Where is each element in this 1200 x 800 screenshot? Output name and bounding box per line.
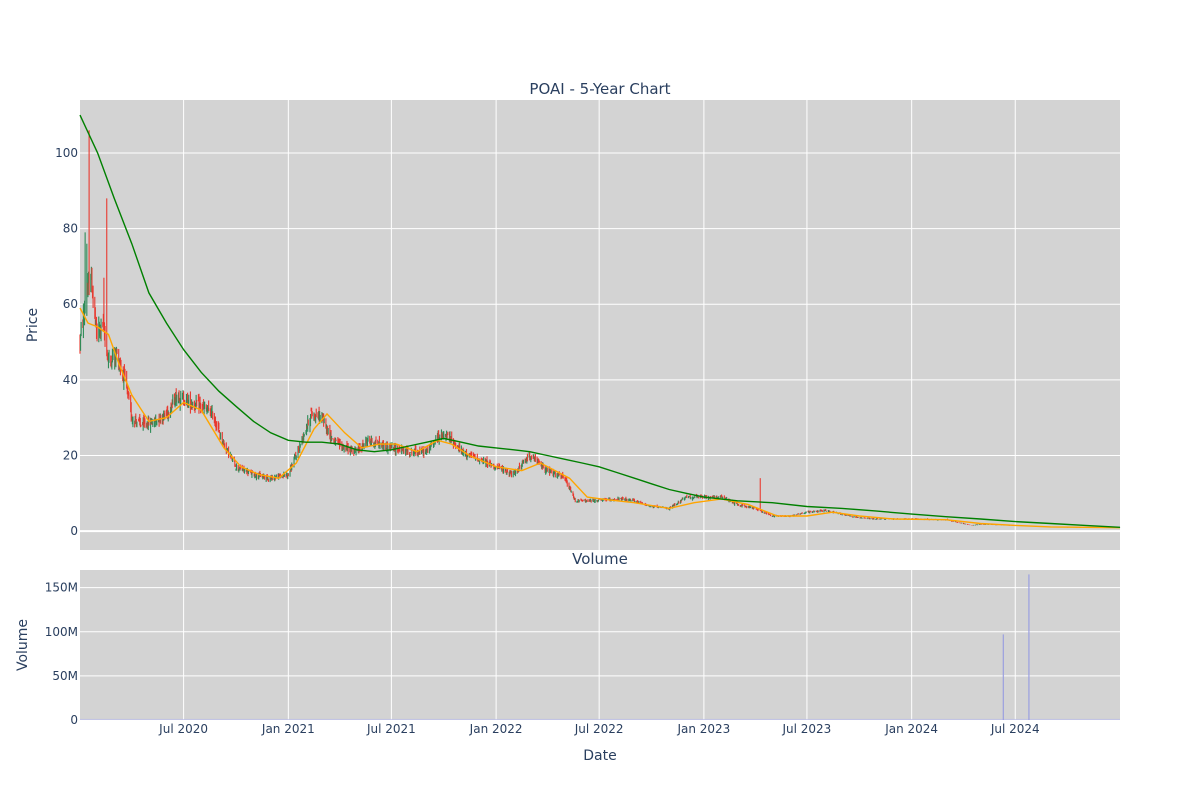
x-tick: Jul 2024 <box>990 722 1040 736</box>
volume-bar <box>1028 574 1030 720</box>
volume-axis-title: Volume <box>15 619 31 671</box>
volume-panel: 0 50M 100M 150M <box>45 570 1120 727</box>
price-panel: 0 20 40 60 80 100 <box>55 100 1121 550</box>
x-tick: Jan 2023 <box>676 722 730 736</box>
x-tick: Jan 2022 <box>469 722 523 736</box>
price-y-tick: 20 <box>63 448 78 462</box>
volume-bar <box>1002 634 1004 720</box>
volume-plot-area[interactable] <box>80 570 1120 720</box>
x-tick: Jul 2022 <box>574 722 624 736</box>
volume-y-tick: 100M <box>45 625 78 639</box>
x-tick: Jul 2020 <box>158 722 208 736</box>
price-y-tick: 80 <box>63 222 78 236</box>
volume-y-tick: 150M <box>45 581 78 595</box>
price-gridlines <box>80 100 1120 550</box>
price-y-tick: 40 <box>63 373 78 387</box>
price-axis-title: Price <box>25 308 41 342</box>
price-plot-area[interactable] <box>80 100 1120 550</box>
chart-title: POAI - 5-Year Chart <box>529 80 670 98</box>
long-moving-average-line <box>79 114 1121 528</box>
x-axis-title: Date <box>583 748 616 764</box>
volume-y-tick: 0 <box>70 713 78 727</box>
x-tick-labels: Jul 2020 Jan 2021 Jul 2021 Jan 2022 Jul 2022… <box>158 722 1040 736</box>
price-y-tick: 100 <box>55 146 78 160</box>
x-tick: Jul 2021 <box>366 722 416 736</box>
price-y-tick: 60 <box>63 297 78 311</box>
volume-title: Volume <box>572 550 628 568</box>
volume-y-tick-labels: 0 50M 100M 150M <box>45 581 78 727</box>
x-tick: Jan 2024 <box>884 722 938 736</box>
volume-baseline-bars <box>80 718 1120 720</box>
x-tick: Jan 2021 <box>261 722 315 736</box>
price-y-tick-labels: 0 20 40 60 80 100 <box>55 146 78 538</box>
x-tick: Jul 2023 <box>781 722 831 736</box>
price-y-tick: 0 <box>70 524 78 538</box>
volume-bars <box>80 574 1120 720</box>
short-moving-average-line <box>79 307 1121 529</box>
volume-y-tick: 50M <box>52 669 78 683</box>
